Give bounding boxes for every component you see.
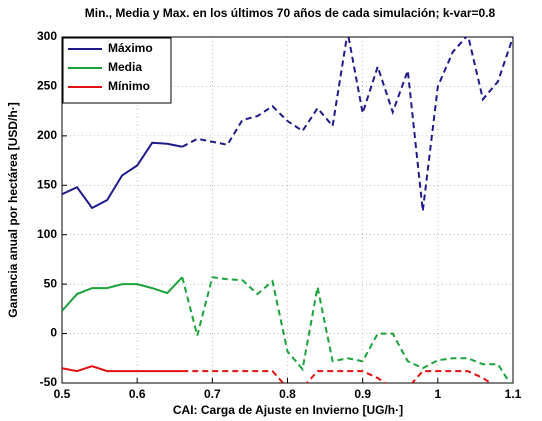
data-line bbox=[181, 37, 513, 212]
y-tick-label: 250 bbox=[37, 79, 57, 93]
y-tick-label: 150 bbox=[37, 177, 57, 191]
legend-label: Media bbox=[108, 60, 142, 74]
data-line bbox=[62, 365, 183, 373]
x-tick-label: 1.1 bbox=[505, 387, 522, 401]
y-tick-label: 100 bbox=[37, 227, 57, 241]
y-tick-label: 50 bbox=[44, 276, 58, 290]
legend-label: Máximo bbox=[108, 41, 153, 55]
y-tick-label: -50 bbox=[40, 375, 58, 389]
x-tick-label: 1 bbox=[434, 387, 441, 401]
x-tick-label: 0.6 bbox=[129, 387, 146, 401]
y-axis-label: Ganancia anual por hectárea [USD/h·] bbox=[6, 102, 20, 317]
x-axis-label: CAI: Carga de Ajuste en Invierno [UG/h·] bbox=[173, 403, 403, 417]
x-tick-label: 0.9 bbox=[354, 387, 371, 401]
x-tick-label: 0.5 bbox=[54, 387, 71, 401]
chart-title: Min., Media y Max. en los últimos 70 año… bbox=[85, 6, 496, 20]
y-tick-label: 0 bbox=[50, 326, 57, 340]
data-line bbox=[182, 370, 493, 383]
data-line bbox=[181, 276, 512, 383]
x-tick-label: 0.8 bbox=[279, 387, 296, 401]
y-tick-label: 300 bbox=[37, 29, 57, 43]
data-line bbox=[62, 276, 183, 312]
plot-frame bbox=[61, 36, 514, 384]
y-tick-label: 200 bbox=[37, 128, 57, 142]
data-line bbox=[62, 141, 183, 210]
legend-label: Mínimo bbox=[108, 79, 150, 93]
plot-area bbox=[62, 37, 513, 383]
x-tick-label: 0.7 bbox=[204, 387, 221, 401]
